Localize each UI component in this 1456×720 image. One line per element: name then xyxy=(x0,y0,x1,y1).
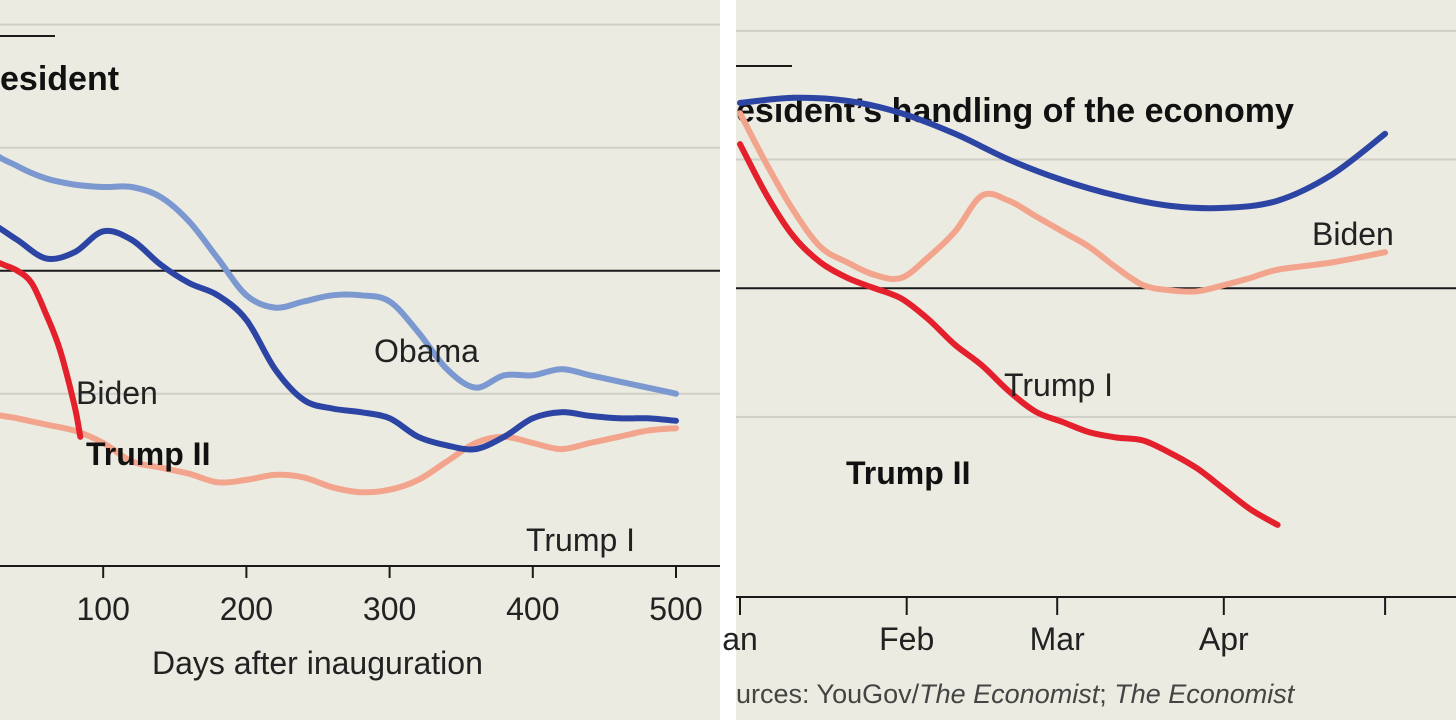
right-chart: esident’s handling of the economy an Feb M… xyxy=(722,29,1456,709)
left-series-lines xyxy=(0,153,679,496)
left-x-axis-label: Days after inauguration xyxy=(152,645,483,681)
source-middle: ; xyxy=(1099,679,1114,709)
series-label-biden-right: Biden xyxy=(1312,216,1394,252)
right-x-tick-label: Apr xyxy=(1199,621,1249,657)
series-label-trump-i-left: Trump I xyxy=(526,522,635,558)
left-panel-background xyxy=(0,0,720,720)
panel-divider xyxy=(720,0,736,720)
right-series-line-trump-ii xyxy=(737,141,1281,528)
left-chart-title: esident xyxy=(0,60,119,98)
right-panel-background xyxy=(736,0,1456,720)
left-x-ticks: 100 200 300 400 500 xyxy=(77,566,703,627)
left-gridlines xyxy=(0,23,720,395)
series-label-obama: Obama xyxy=(374,333,479,369)
left-x-tick-label: 300 xyxy=(363,591,416,627)
right-x-tick-label: Mar xyxy=(1030,621,1085,657)
source-italic-1: The Economist xyxy=(919,679,1101,709)
left-x-tick-label: 100 xyxy=(77,591,130,627)
left-series-line-trump-ii xyxy=(0,259,84,440)
right-gridlines xyxy=(736,29,1456,418)
series-label-biden-left: Biden xyxy=(76,375,158,411)
series-label-trump-ii-left: Trump II xyxy=(86,436,210,472)
source-prefix: urces: YouGov/ xyxy=(736,679,920,709)
left-chart: esident 100 200 300 400 500 Days after inaug… xyxy=(0,23,720,681)
left-x-tick-label: 200 xyxy=(220,591,273,627)
series-label-trump-ii-right: Trump II xyxy=(846,455,970,491)
source-italic-2: The Economist xyxy=(1114,679,1296,709)
right-series-lines xyxy=(737,94,1389,528)
left-x-tick-label: 400 xyxy=(506,591,559,627)
right-x-ticks: an Feb Mar Apr xyxy=(722,597,1387,657)
left-series-line-obama xyxy=(0,153,679,397)
right-series-line-biden xyxy=(737,94,1389,212)
series-label-trump-i-right: Trump I xyxy=(1004,367,1113,403)
left-x-tick-label: 500 xyxy=(649,591,702,627)
source-note: urces: YouGov/The Economist; The Economi… xyxy=(736,679,1296,709)
right-series-line-trump-i xyxy=(737,110,1389,295)
right-x-tick-label: an xyxy=(722,621,758,657)
left-series-line-biden xyxy=(0,224,679,453)
right-x-tick-label: Feb xyxy=(879,621,934,657)
